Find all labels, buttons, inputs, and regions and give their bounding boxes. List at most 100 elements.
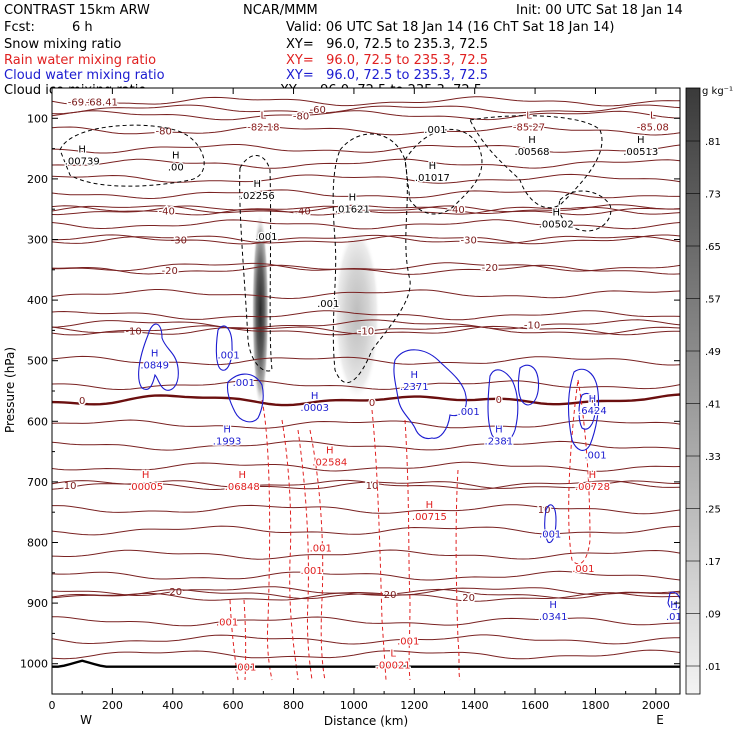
contour-label: .001 <box>234 663 256 674</box>
x-tick-label: 2000 <box>642 699 670 712</box>
temperature-contour <box>52 219 680 230</box>
contour-label: .001 <box>424 125 446 136</box>
colorbar-tick-label: .33 <box>705 452 721 463</box>
temperature-contour <box>52 549 680 560</box>
extremum-value: .0849 <box>140 361 169 372</box>
colorbar-tick-label: .65 <box>705 242 721 253</box>
temperature-contour <box>52 570 680 581</box>
contour-label: .001 <box>317 299 339 310</box>
temperature-contour <box>52 616 680 627</box>
extremum-kind: H <box>549 600 557 611</box>
extremum-kind: H <box>172 151 180 162</box>
extremum-kind: L <box>261 111 267 122</box>
extremum-kind: H <box>426 500 434 511</box>
x-tick-label: 1400 <box>461 699 489 712</box>
temperature-contour-label: 20 <box>462 593 475 604</box>
temperature-contour <box>52 319 680 330</box>
x-tick-label: 1800 <box>581 699 609 712</box>
extremum-kind: H <box>411 370 419 381</box>
colorbar-tick-label: .81 <box>705 137 721 148</box>
colorbar-tick-label: .73 <box>705 190 721 201</box>
extremum-value: .00005 <box>128 482 163 493</box>
contour-label: .001 <box>301 566 323 577</box>
temperature-contour <box>52 125 680 136</box>
extremum-kind: H <box>349 192 357 203</box>
extremum-kind: H <box>311 391 319 402</box>
rain-contours <box>229 379 591 681</box>
field-xy-rain: XY= 96.0, 72.5 to 235.3, 72.5 <box>286 53 488 68</box>
rain-contour <box>404 419 411 681</box>
extremum-kind: H <box>254 179 262 190</box>
extremum-kind: L <box>526 111 532 122</box>
y-tick-label: 1000 <box>20 658 48 671</box>
center-title: NCAR/MMM <box>243 3 318 18</box>
cloud-water-contour <box>393 349 467 440</box>
x-tick-label: 1000 <box>340 699 368 712</box>
field-name-snow: Snow mixing ratio <box>4 37 121 52</box>
temperature-contour <box>52 144 680 154</box>
temperature-contour-label: -10 <box>125 326 141 337</box>
y-tick-label: 600 <box>27 415 48 428</box>
extremum-value: .2371 <box>400 382 429 393</box>
surface-pressure-line <box>52 659 680 668</box>
contour-label: .001 <box>584 451 606 462</box>
temperature-contour <box>52 205 680 216</box>
extremum-value: .00739 <box>65 157 100 168</box>
forecast-value: 6 h <box>72 20 93 35</box>
extremum-value: .0003 <box>300 403 329 414</box>
contour-label: .001 <box>216 617 238 628</box>
temperature-contour <box>52 110 680 121</box>
forecast-label: Fcst: <box>4 20 35 35</box>
extremum-kind: H <box>429 161 437 172</box>
extremum-kind: H <box>528 135 536 146</box>
contour-label: 0 <box>496 395 502 406</box>
temperature-contour <box>52 393 680 407</box>
init-time: Init: 00 UTC Sat 18 Jan 14 <box>516 3 683 18</box>
temperature-contour <box>52 649 680 660</box>
temperature-contour <box>52 479 680 491</box>
extremum-value: .0341 <box>539 612 568 623</box>
rain-contour <box>281 419 299 681</box>
temperature-contour <box>52 104 680 115</box>
extremum-kind: H <box>326 446 334 457</box>
field-name-cloud-water: Cloud water mixing ratio <box>4 68 165 83</box>
cloud-water-contour <box>138 323 179 391</box>
temperature-contour <box>52 504 680 515</box>
extremum-kind: H <box>637 135 645 146</box>
temperature-contour <box>52 310 680 321</box>
temperature-contour <box>52 264 680 275</box>
extremum-kind: H <box>589 470 597 481</box>
temperature-contour-label: -20 <box>162 266 178 277</box>
temperature-contour <box>52 325 680 336</box>
extremum-value: .01 <box>666 612 682 623</box>
colorbar-tick-label: .01 <box>705 662 721 673</box>
axes: 0 200 400 600 800 1000 1200 1400 1600 1800 2000100… <box>20 88 680 712</box>
extremum-value: .00568 <box>515 147 550 158</box>
temperature-contour <box>52 289 680 300</box>
extremum-kind: H <box>78 145 86 156</box>
extremum-value: .01621 <box>335 204 370 215</box>
extremum-value: -85.27 <box>513 123 545 134</box>
extremum-value: .00728 <box>575 482 610 493</box>
temperature-contour <box>52 234 680 245</box>
temperature-contour-label: -69.9 <box>68 97 94 108</box>
colorbar-tick-label: .41 <box>705 400 721 411</box>
cloud-water-contour <box>226 373 264 423</box>
contour-label: .001 <box>572 564 594 575</box>
valid-time: Valid: 06 UTC Sat 18 Jan 14 (16 ChT Sat … <box>286 20 614 35</box>
y-tick-label: 300 <box>27 234 48 247</box>
contour-label: 0 <box>369 398 375 409</box>
colorbar-unit: g kg⁻¹ <box>702 86 733 97</box>
extremum-kind: L <box>650 111 656 122</box>
header: CONTRAST 15km ARW NCAR/MMM Init: 00 UTC … <box>4 3 683 98</box>
x-tick-label: 200 <box>102 699 123 712</box>
contour-label: .001 <box>458 407 480 418</box>
contour-label: .001 <box>310 543 332 554</box>
colorbar-tick-label: .57 <box>705 295 721 306</box>
x-tick-label: 1600 <box>521 699 549 712</box>
temperature-contour <box>52 461 680 472</box>
contour-label: .001 <box>255 232 277 243</box>
temperature-contour-label: 10 <box>538 505 551 516</box>
